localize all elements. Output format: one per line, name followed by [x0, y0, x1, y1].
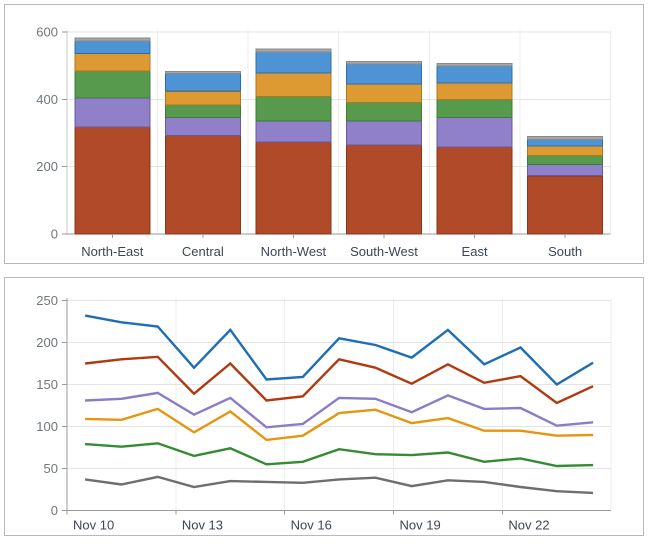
- bar-segment-orange-series[interactable]: [74, 53, 151, 72]
- x-category-label: North-East: [81, 244, 144, 259]
- x-tick-label: Nov 16: [291, 518, 332, 533]
- y-tick-label: 150: [36, 377, 58, 392]
- bar-segment-orange-series[interactable]: [255, 72, 332, 97]
- bar-segment-rust-series[interactable]: [164, 134, 241, 235]
- bar-segment-purple-series[interactable]: [346, 120, 422, 146]
- x-category-label: East: [462, 244, 488, 259]
- x-tick-label: Nov 22: [508, 518, 549, 533]
- bar-segment-gray-series[interactable]: [436, 63, 513, 67]
- series-red-line[interactable]: [84, 355, 594, 405]
- bar-segment-purple-series[interactable]: [74, 97, 151, 128]
- x-category-label: North-West: [261, 244, 327, 259]
- bar-segment-green-series[interactable]: [436, 99, 513, 118]
- series-orange-line[interactable]: [85, 407, 594, 442]
- x-tick-label: Nov 10: [73, 518, 114, 533]
- bar-segment-purple-series[interactable]: [164, 117, 241, 136]
- y-tick-label: 250: [36, 293, 58, 308]
- bar-segment-orange-series[interactable]: [527, 145, 604, 157]
- bar-segment-purple-series[interactable]: [436, 117, 513, 148]
- x-tick-label: Nov 13: [182, 518, 223, 533]
- y-tick-label: 200: [36, 335, 58, 350]
- bar-segment-gray-series[interactable]: [527, 136, 604, 140]
- bar-segment-gray-series[interactable]: [346, 60, 422, 65]
- bar-segment-green-series[interactable]: [527, 155, 604, 166]
- bar-segment-orange-series[interactable]: [346, 83, 422, 104]
- series-purple-line[interactable]: [85, 391, 594, 429]
- bar-segment-green-series[interactable]: [164, 104, 241, 119]
- stacked-bar-chart: 0 200 400 600 North-East Central North-West Sou…: [36, 25, 611, 259]
- bar-segment-rust-series[interactable]: [346, 144, 422, 235]
- stacked-bar-chart-panel: 0 200 400 600 North-East Central North-West Sou…: [4, 4, 644, 264]
- bar-segment-gray-series[interactable]: [74, 37, 151, 42]
- bar-segment-green-series[interactable]: [346, 102, 422, 122]
- x-category-label: South: [548, 244, 582, 259]
- bar-segment-rust-series[interactable]: [436, 146, 513, 235]
- bar-segment-gray-series[interactable]: [164, 71, 241, 75]
- bar-segment-blue-series[interactable]: [527, 138, 604, 147]
- bar-segment-blue-series[interactable]: [255, 51, 332, 74]
- bar-segment-rust-series[interactable]: [527, 175, 604, 235]
- bar-segment-blue-series[interactable]: [436, 65, 513, 84]
- series-green-line[interactable]: [85, 442, 594, 468]
- y-tick-label: 50: [44, 461, 58, 476]
- bar-segment-orange-series[interactable]: [164, 90, 241, 106]
- series-blue-line[interactable]: [84, 314, 594, 387]
- x-tick-label: Nov 19: [400, 518, 441, 533]
- bar-segment-blue-series[interactable]: [164, 73, 241, 92]
- x-category-label: Central: [182, 244, 224, 259]
- bar-segment-blue-series[interactable]: [74, 40, 151, 55]
- bar-segment-green-series[interactable]: [255, 95, 332, 122]
- series-gray-line[interactable]: [84, 475, 594, 495]
- bar-segment-green-series[interactable]: [74, 70, 151, 99]
- line-chart-panel: 0 50 100 150 200 250 Nov 10 Nov 13 Nov 16 Nov 19 N…: [4, 277, 644, 536]
- y-tick-label: 200: [36, 159, 58, 174]
- bar-segment-blue-series[interactable]: [346, 63, 422, 85]
- y-tick-label: 0: [51, 503, 58, 518]
- bar-segment-purple-series[interactable]: [527, 164, 604, 177]
- line-chart: 0 50 100 150 200 250 Nov 10 Nov 13 Nov 16 Nov 19 N…: [36, 293, 612, 533]
- bar-segment-rust-series[interactable]: [74, 126, 151, 235]
- y-tick-label: 0: [51, 227, 58, 242]
- y-tick-label: 100: [36, 419, 58, 434]
- x-category-label: South-West: [350, 244, 418, 259]
- bar-segment-purple-series[interactable]: [255, 120, 332, 143]
- y-tick-label: 600: [36, 25, 58, 40]
- bar-segment-rust-series[interactable]: [255, 141, 332, 235]
- y-tick-label: 400: [36, 92, 58, 107]
- bar-segment-gray-series[interactable]: [255, 48, 332, 53]
- bar-segment-orange-series[interactable]: [436, 82, 513, 101]
